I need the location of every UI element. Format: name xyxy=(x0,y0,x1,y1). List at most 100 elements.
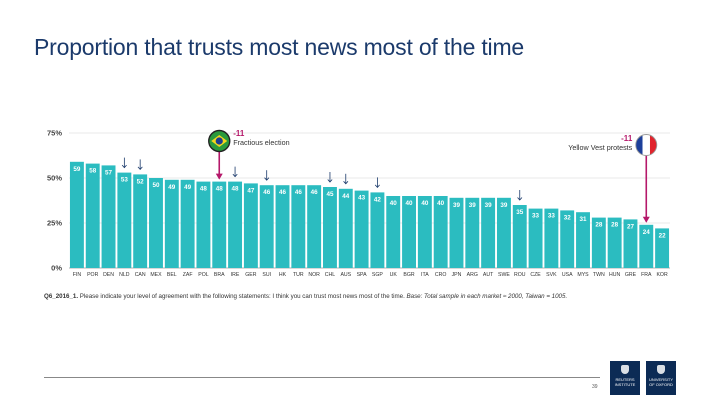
bar-value-label: 40 xyxy=(406,200,414,207)
bar-den xyxy=(101,165,116,268)
x-tick-label: ROU xyxy=(514,272,526,278)
footer-divider xyxy=(44,377,600,378)
x-tick-label: GER xyxy=(245,272,256,278)
bar-aut xyxy=(481,197,496,268)
footnote-question-text: Please indicate your level of agreement … xyxy=(78,293,407,300)
x-tick-label: NOR xyxy=(308,272,320,278)
bar-kor xyxy=(655,228,670,268)
france-flag-icon xyxy=(635,134,658,156)
trust-bar-chart: 0% 25% 50% 75% 59 FIN 58 POR 57 DEN 53 NLD 52 CAN 50 M… xyxy=(47,129,670,278)
x-tick-label: AUS xyxy=(340,272,351,278)
x-tick-label: TUR xyxy=(293,272,304,278)
down-arrow-icon xyxy=(121,157,127,169)
brazil-flag-icon xyxy=(208,129,231,153)
x-tick-label: CAN xyxy=(135,272,146,278)
bar-value-label: 33 xyxy=(532,213,540,220)
bar-hun xyxy=(607,217,622,268)
x-tick-label: SWE xyxy=(498,272,510,278)
x-tick-label: BRA xyxy=(214,272,225,278)
bar-fin xyxy=(69,161,84,268)
bar-value-label: 46 xyxy=(263,189,271,196)
x-tick-label: SUI xyxy=(262,272,271,278)
bar-arg xyxy=(465,197,480,268)
bar-value-label: 45 xyxy=(326,191,334,198)
bar-value-label: 39 xyxy=(469,202,477,209)
bar-value-label: 48 xyxy=(200,186,208,193)
down-arrow-icon xyxy=(327,172,333,183)
y-tick-label: 75% xyxy=(47,129,62,138)
down-arrow-icon xyxy=(264,170,270,181)
bar-por xyxy=(85,163,100,268)
bar-value-label: 46 xyxy=(279,189,287,196)
bar-value-label: 43 xyxy=(358,195,366,202)
x-tick-label: BGR xyxy=(403,272,414,278)
bar-aus xyxy=(338,188,353,268)
x-tick-label: POR xyxy=(87,272,98,278)
bar-rou xyxy=(512,205,527,268)
x-tick-label: FRA xyxy=(641,272,652,278)
bar-value-label: 35 xyxy=(516,209,524,216)
bar-value-label: 42 xyxy=(374,196,382,203)
bar-value-label: 46 xyxy=(311,189,319,196)
x-tick-label: USA xyxy=(562,272,573,278)
footnote-base: Base: Total sample in each market ≈ 2000… xyxy=(406,293,568,300)
bar-value-label: 40 xyxy=(421,200,429,207)
x-tick-label: HK xyxy=(279,272,287,278)
bar-value-label: 31 xyxy=(580,216,588,223)
bar-value-label: 50 xyxy=(152,182,160,189)
x-tick-label: SGP xyxy=(372,272,383,278)
page-number: 39 xyxy=(592,384,598,390)
down-arrow-icon xyxy=(517,190,523,201)
bar-sgp xyxy=(370,192,385,268)
bar-swe xyxy=(496,197,511,268)
bar-value-label: 33 xyxy=(548,213,556,220)
oxford-university-logo: UNIVERSITY OF OXFORD xyxy=(646,361,676,395)
reuters-institute-logo: REUTERS INSTITUTE xyxy=(610,361,640,395)
bar-value-label: 49 xyxy=(184,184,192,191)
oxford-crest-icon xyxy=(657,365,665,374)
bar-ger xyxy=(243,183,258,268)
bar-value-label: 28 xyxy=(611,222,619,229)
x-tick-label: MYS xyxy=(577,272,589,278)
annotation-text: Yellow Vest protests xyxy=(568,143,632,152)
slide-title: Proportion that trusts most news most of… xyxy=(34,34,525,60)
bar-mex xyxy=(149,178,163,268)
bar-value-label: 48 xyxy=(216,186,224,193)
x-tick-label: UK xyxy=(390,272,398,278)
bar-cro xyxy=(433,196,448,268)
bar-value-label: 32 xyxy=(564,214,572,221)
reuters-logo-text: REUTERS INSTITUTE xyxy=(614,377,636,387)
bar-zaf xyxy=(180,179,195,268)
y-tick-label: 25% xyxy=(47,219,62,228)
bar-mys xyxy=(576,212,590,268)
chart-markers xyxy=(121,157,523,201)
x-tick-label: SPA xyxy=(357,272,368,278)
x-tick-label: GRE xyxy=(625,272,637,278)
x-tick-label: ARG xyxy=(467,272,478,278)
bar-tur xyxy=(291,185,306,268)
x-tick-label: NLD xyxy=(119,272,130,278)
y-tick-label: 0% xyxy=(51,264,62,273)
chart-y-axis: 0% 25% 50% 75% xyxy=(47,129,62,273)
bar-value-label: 24 xyxy=(643,229,651,236)
y-tick-label: 50% xyxy=(47,174,62,183)
x-tick-label: JPN xyxy=(452,272,462,278)
bar-value-label: 58 xyxy=(89,168,97,175)
bar-hk xyxy=(275,185,290,268)
bar-usa xyxy=(560,210,575,268)
annotation-change-label: -11 xyxy=(621,134,633,143)
down-arrow-icon xyxy=(374,177,380,189)
x-tick-label: HUN xyxy=(609,272,620,278)
bar-bgr xyxy=(402,196,416,268)
footnote-question-id: Q6_2016_1. xyxy=(44,293,79,300)
bar-value-label: 49 xyxy=(168,184,176,191)
annotation-text: Fractious election xyxy=(233,138,289,147)
bar-twn xyxy=(591,217,606,268)
annotation-change-label: -11 xyxy=(233,129,245,138)
down-arrow-icon xyxy=(137,159,143,171)
bar-fra xyxy=(639,224,654,268)
bar-value-label: 40 xyxy=(390,200,398,207)
bar-value-label: 48 xyxy=(232,186,240,193)
